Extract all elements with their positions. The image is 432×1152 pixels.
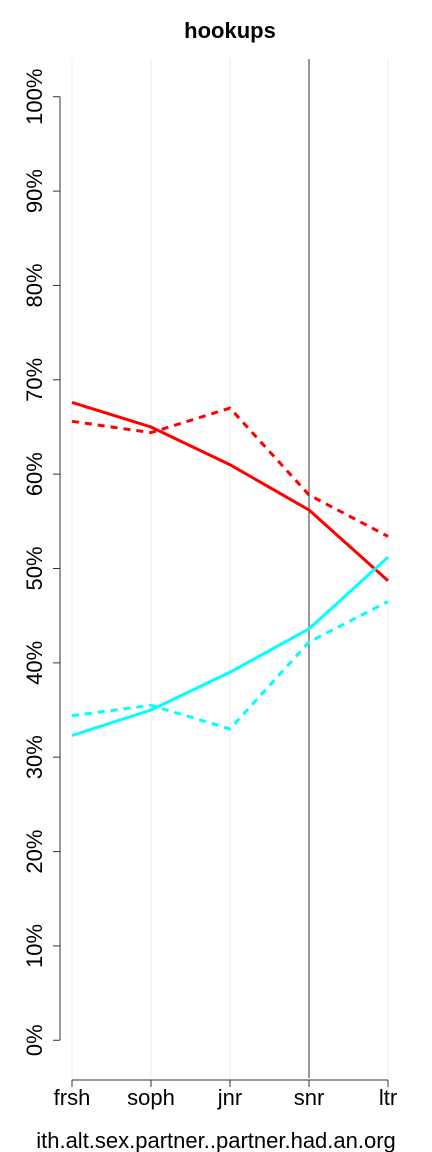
x-axis-title: ith.alt.sex.partner..partner.had.an.org [36, 1128, 396, 1152]
y-tick-label: 30% [22, 735, 47, 779]
y-tick-label: 70% [22, 358, 47, 402]
y-tick-label: 20% [22, 830, 47, 874]
y-tick-label: 0% [22, 1024, 47, 1056]
y-tick-label: 100% [22, 69, 47, 125]
y-tick-label: 10% [22, 924, 47, 968]
x-tick-label: soph [127, 1085, 175, 1110]
data-line [71, 556, 390, 737]
y-tick-label: 80% [22, 263, 47, 307]
chart-title: hookups [184, 18, 276, 43]
data-line [71, 406, 389, 538]
x-tick-label: snr [294, 1085, 325, 1110]
y-tick-label: 40% [22, 641, 47, 685]
x-tick-label: ltr [379, 1085, 397, 1110]
y-tick-label: 50% [22, 546, 47, 590]
y-tick-label: 90% [22, 169, 47, 213]
data-line [71, 401, 390, 582]
y-tick-label: 60% [22, 452, 47, 496]
x-tick-label: frsh [54, 1085, 91, 1110]
x-tick-label: jnr [217, 1085, 242, 1110]
data-line [71, 600, 389, 731]
